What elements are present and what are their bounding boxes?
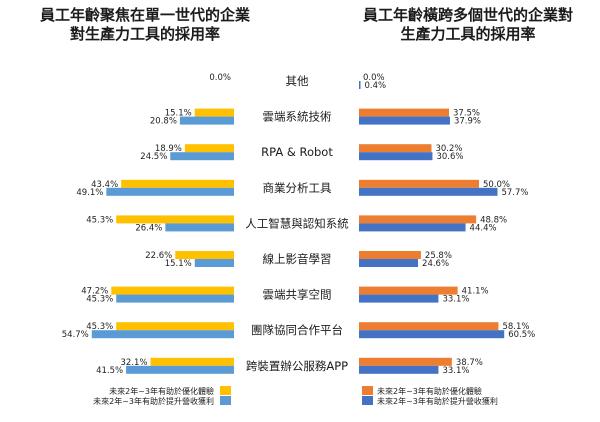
left-data-label: 20.8%: [150, 117, 177, 127]
category-label: 跨裝置辦公服務APP: [246, 359, 348, 373]
right-data-label: 0.4%: [365, 81, 387, 91]
category-label: 商業分析工具: [263, 181, 332, 195]
right-data-label: 30.2%: [435, 144, 462, 154]
category-label: 雲端系統技術: [263, 110, 332, 124]
left-bar-revenue: [106, 187, 234, 196]
right-bar-revenue: [359, 294, 439, 303]
left-legend-swatch: [220, 396, 231, 405]
right-chart-title: 員工年齡橫跨多個世代的企業對 生產力工具的採用率: [336, 6, 600, 44]
right-data-label: 57.7%: [501, 188, 528, 198]
left-bar-revenue: [194, 259, 234, 267]
left-data-label: 15.1%: [165, 259, 192, 269]
right-data-label: 33.1%: [442, 366, 469, 376]
left-bar-experience: [184, 144, 234, 153]
right-bar-experience: [359, 286, 458, 295]
right-bar-revenue: [359, 152, 433, 161]
right-data-label: 30.6%: [436, 152, 463, 162]
right-data-label: 25.8%: [425, 251, 452, 261]
right-data-label: 44.4%: [470, 223, 497, 233]
left-bar-experience: [116, 215, 234, 224]
left-data-label: 18.9%: [155, 144, 182, 154]
left-data-label: 45.3%: [86, 215, 113, 225]
right-title-line-2: 生產力工具的採用率: [400, 25, 536, 43]
right-bar-experience: [359, 179, 479, 188]
right-bar-experience: [359, 357, 452, 366]
category-label: 團隊協同合作平台: [251, 323, 343, 337]
right-legend-label: 未來2年~3年有助於優化體驗: [377, 386, 482, 396]
left-legend-swatch: [220, 386, 231, 395]
category-label: RPA & Robot: [261, 145, 333, 159]
left-data-label: 22.6%: [145, 251, 172, 261]
right-data-label: 60.5%: [508, 330, 535, 340]
left-data-label: 47.2%: [81, 287, 108, 297]
left-data-label: 49.1%: [76, 188, 103, 198]
left-bar-experience: [175, 251, 234, 259]
right-legend-label: 未來2年~3年有助於提升營收獲利: [377, 396, 498, 406]
left-bar-experience: [150, 357, 234, 366]
left-bar-experience: [121, 179, 234, 188]
left-bar-experience: [116, 322, 234, 331]
left-data-label: 26.4%: [135, 223, 162, 233]
category-label: 其他: [286, 74, 309, 88]
left-data-label: 41.5%: [96, 366, 123, 376]
right-legend-swatch: [362, 396, 373, 405]
left-legend-label: 未來2年~3年有助於提升營收獲利: [93, 396, 214, 406]
right-data-label: 37.5%: [453, 109, 480, 119]
left-bar-revenue: [165, 223, 234, 232]
category-label: 線上影音學習: [263, 252, 332, 266]
left-bar-revenue: [179, 116, 234, 125]
left-legend-label: 未來2年~3年有助於優化體驗: [109, 386, 214, 396]
right-bar-revenue: [359, 187, 498, 196]
left-bar-revenue: [170, 152, 234, 161]
left-data-label: 54.7%: [62, 330, 89, 340]
right-data-label: 33.1%: [442, 295, 469, 305]
right-bar-revenue: [359, 365, 439, 374]
category-label: 雲端共享空間: [263, 288, 332, 302]
right-legend-swatch: [362, 386, 373, 395]
right-data-label: 48.8%: [480, 215, 507, 225]
right-bar-experience: [359, 215, 477, 224]
right-bar-revenue: [359, 330, 505, 339]
left-data-label: 24.5%: [140, 152, 167, 162]
right-data-label: 24.6%: [422, 259, 449, 269]
right-bar-experience: [359, 144, 432, 153]
left-data-label: 45.3%: [86, 295, 113, 305]
right-data-label: 0.0%: [363, 73, 385, 83]
right-data-label: 37.9%: [454, 117, 481, 127]
right-bar-experience: [359, 108, 449, 117]
left-bar-experience: [111, 286, 234, 295]
right-bar-revenue: [359, 259, 419, 267]
left-bar-experience: [194, 108, 234, 117]
right-bar-revenue: [359, 223, 466, 232]
right-data-label: 58.1%: [502, 322, 529, 332]
category-label: 人工智慧與認知系統: [245, 216, 349, 230]
right-data-label: 41.1%: [462, 287, 489, 297]
left-chart-title: 員工年齡聚焦在單一世代的企業 對生產力工具的採用率: [20, 6, 270, 44]
left-data-label: 32.1%: [121, 358, 148, 368]
left-data-label: 43.4%: [91, 180, 118, 190]
right-title-line-1: 員工年齡橫跨多個世代的企業對: [362, 6, 573, 24]
right-bar-experience: [359, 322, 499, 331]
right-data-label: 50.0%: [483, 180, 510, 190]
right-bar-experience: [359, 251, 421, 259]
left-bar-revenue: [126, 365, 234, 374]
left-data-label: 0.0%: [209, 73, 231, 83]
left-data-label: 45.3%: [86, 322, 113, 332]
left-title-line-2: 對生產力工具的採用率: [69, 25, 220, 43]
left-title-line-1: 員工年齡聚焦在單一世代的企業: [39, 6, 250, 24]
right-bar-revenue: [359, 81, 361, 89]
left-bar-revenue: [91, 330, 234, 339]
left-bar-revenue: [116, 294, 234, 303]
right-data-label: 38.7%: [456, 358, 483, 368]
right-bar-revenue: [359, 116, 450, 125]
left-data-label: 15.1%: [165, 109, 192, 119]
